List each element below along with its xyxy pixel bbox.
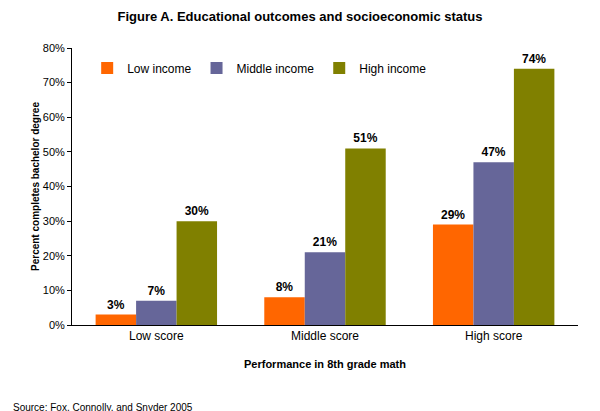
svg-text:Performance in 8th grade math: Performance in 8th grade math xyxy=(244,358,406,370)
svg-text:74%: 74% xyxy=(522,52,546,66)
svg-text:Low score: Low score xyxy=(129,329,184,343)
svg-text:30%: 30% xyxy=(185,204,209,218)
svg-text:Middle income: Middle income xyxy=(237,62,315,76)
svg-text:47%: 47% xyxy=(481,145,505,159)
svg-text:29%: 29% xyxy=(441,208,465,222)
svg-text:50%: 50% xyxy=(43,146,65,158)
svg-text:30%: 30% xyxy=(43,215,65,227)
svg-text:Figure A. Educational outcomes: Figure A. Educational outcomes and socio… xyxy=(117,9,482,24)
svg-text:Source: Fox, Connolly, and Sny: Source: Fox, Connolly, and Snyder 2005 xyxy=(13,402,193,411)
svg-text:70%: 70% xyxy=(43,76,65,88)
svg-text:40%: 40% xyxy=(43,180,65,192)
svg-text:High score: High score xyxy=(465,329,523,343)
svg-text:0%: 0% xyxy=(49,319,65,331)
svg-text:51%: 51% xyxy=(353,131,377,145)
svg-text:10%: 10% xyxy=(43,284,65,296)
svg-text:7%: 7% xyxy=(147,284,165,298)
svg-text:3%: 3% xyxy=(107,298,125,312)
svg-text:High income: High income xyxy=(359,62,426,76)
svg-text:21%: 21% xyxy=(313,235,337,249)
svg-text:60%: 60% xyxy=(43,111,65,123)
svg-text:8%: 8% xyxy=(276,280,294,294)
svg-text:20%: 20% xyxy=(43,250,65,262)
svg-text:80%: 80% xyxy=(43,42,65,54)
svg-text:Middle score: Middle score xyxy=(291,329,359,343)
svg-text:Percent completes bachelor deg: Percent completes bachelor degree xyxy=(30,102,41,271)
svg-text:Low income: Low income xyxy=(127,62,191,76)
